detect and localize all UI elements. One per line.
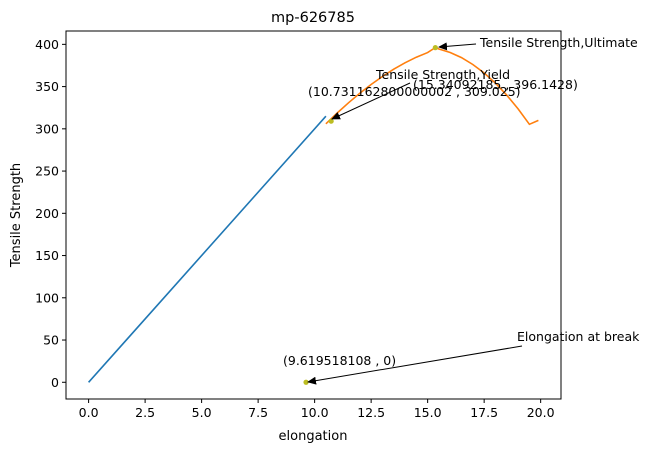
annotation-break-value: (9.619518108 , 0) (283, 353, 396, 368)
x-tick-label: 10.0 (301, 405, 329, 420)
annotation-ultimate-label: Tensile Strength,Ultimate (479, 35, 638, 50)
y-tick-label: 350 (35, 79, 59, 94)
x-tick-label: 17.5 (470, 405, 498, 420)
chart-title: mp-626785 (271, 10, 355, 26)
x-axis-label: elongation (279, 429, 348, 444)
y-tick-label: 50 (43, 333, 59, 348)
annotation-yield-label: Tensile Strength,Yield (375, 67, 510, 82)
series-line-0 (88, 115, 327, 383)
x-tick-label: 2.5 (135, 405, 155, 420)
y-axis-label: Tensile Strength (9, 163, 24, 268)
annotation-break-label: Elongation at break (517, 329, 640, 344)
y-tick-label: 250 (35, 164, 59, 179)
plot-area (88, 45, 539, 385)
annotation-break-arrow (307, 345, 523, 385)
x-tick-label: 7.5 (248, 405, 268, 420)
y-axis: 0 50 100 150 200 250 300 350 400 (35, 37, 66, 390)
x-axis: 0.0 2.5 5.0 7.5 10.0 12.5 15.0 17.5 20.0 (79, 399, 555, 420)
y-tick-label: 100 (35, 290, 59, 305)
data-point-2 (303, 379, 309, 385)
data-point-1 (432, 45, 438, 51)
x-tick-label: 15.0 (414, 405, 442, 420)
x-tick-label: 12.5 (357, 405, 385, 420)
annotation-yield-arrow (331, 82, 411, 120)
y-tick-label: 0 (51, 375, 59, 390)
y-tick-label: 150 (35, 248, 59, 263)
plot-frame (65, 30, 562, 400)
annotation-ultimate-arrow (438, 42, 477, 51)
x-tick-label: 5.0 (192, 405, 212, 420)
x-tick-label: 0.0 (79, 405, 99, 420)
annotation-yield-value: (10.731162800000002 , 309.025) (308, 84, 521, 99)
y-tick-label: 300 (35, 121, 59, 136)
y-tick-label: 200 (35, 206, 59, 221)
x-tick-label: 20.0 (527, 405, 555, 420)
y-tick-label: 400 (35, 37, 59, 52)
data-point-0 (328, 118, 334, 124)
annotation-ultimate-value: (15.34092185 , 396.1428) (413, 77, 578, 92)
